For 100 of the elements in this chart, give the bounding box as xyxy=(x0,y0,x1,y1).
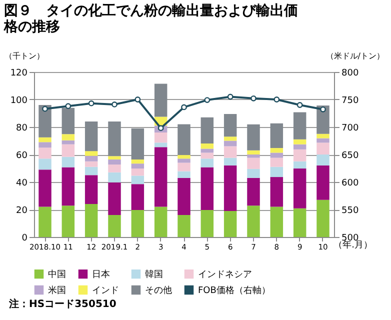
bar xyxy=(178,124,190,156)
y2-tick-label: 550 xyxy=(342,206,359,216)
bar xyxy=(270,123,284,148)
bar xyxy=(84,122,98,152)
point xyxy=(112,102,118,108)
bar xyxy=(200,117,214,144)
y2-axis-title: （米ドル/トン） xyxy=(326,52,384,60)
bar xyxy=(200,167,214,210)
bar xyxy=(247,168,260,178)
bar xyxy=(247,150,260,154)
y-tick-label: 100 xyxy=(10,96,28,106)
bar xyxy=(247,158,260,169)
bar xyxy=(270,152,284,158)
bar xyxy=(84,156,98,162)
bar xyxy=(131,210,144,237)
bar xyxy=(293,144,306,150)
legend-label: 米国 xyxy=(48,285,66,296)
bar xyxy=(316,154,330,166)
bar xyxy=(108,215,121,237)
bar xyxy=(200,210,214,237)
x-axis-title: （年.月） xyxy=(334,240,372,250)
bar xyxy=(316,166,330,200)
bar xyxy=(270,166,284,178)
y2-tick-label: 600 xyxy=(342,178,359,188)
legend-label: FOB価格（右軸） xyxy=(198,285,270,296)
bar xyxy=(62,140,75,144)
point xyxy=(134,96,141,102)
legend-label: 中国 xyxy=(48,269,66,280)
y-tick-label: 120 xyxy=(10,68,28,78)
y-tick-label: 0 xyxy=(22,234,28,244)
bar xyxy=(178,162,190,172)
point xyxy=(88,100,94,106)
legend-label: インドネシア xyxy=(198,270,252,280)
bar xyxy=(270,177,284,207)
bar xyxy=(247,206,260,237)
bar xyxy=(316,200,330,237)
bar xyxy=(84,166,98,176)
point xyxy=(42,106,48,112)
bar xyxy=(224,146,237,158)
bar xyxy=(154,84,168,117)
bar xyxy=(293,139,306,144)
bar xyxy=(200,158,214,168)
bar xyxy=(270,148,284,153)
bar xyxy=(38,148,52,159)
bar xyxy=(200,144,214,149)
point xyxy=(181,104,187,110)
bar xyxy=(178,178,190,215)
bar xyxy=(154,206,168,237)
bar xyxy=(131,164,144,169)
y-tick-label: 80 xyxy=(16,124,28,134)
bar xyxy=(224,140,237,146)
bar xyxy=(108,122,121,156)
bar xyxy=(62,144,75,157)
y-tick-label: 40 xyxy=(16,178,28,188)
bar xyxy=(84,175,98,204)
bar xyxy=(316,106,330,134)
bar xyxy=(224,136,237,141)
bar xyxy=(224,158,237,166)
bar xyxy=(62,206,75,237)
bar xyxy=(62,134,75,140)
bar xyxy=(131,176,144,184)
legend-label: 韓国 xyxy=(145,269,163,280)
bar xyxy=(108,159,121,165)
bar xyxy=(178,171,190,178)
bar xyxy=(200,148,214,153)
point xyxy=(320,106,326,112)
bar xyxy=(62,108,75,134)
bar xyxy=(293,149,306,162)
bar xyxy=(178,158,190,163)
bar xyxy=(224,114,237,137)
bar xyxy=(316,138,330,143)
y-axis-title: （千トン） xyxy=(4,52,44,60)
bar xyxy=(131,184,144,210)
bar xyxy=(293,168,306,208)
point xyxy=(250,95,256,102)
point xyxy=(296,102,303,108)
point xyxy=(274,96,280,102)
bar xyxy=(62,167,75,206)
bar xyxy=(38,206,52,237)
bar xyxy=(316,134,330,138)
point xyxy=(227,94,234,100)
text: 注：HSコード350510 xyxy=(8,298,116,310)
bar xyxy=(131,159,144,164)
bar xyxy=(270,206,284,237)
bar xyxy=(154,147,168,207)
bar xyxy=(224,211,237,237)
bar xyxy=(38,105,52,138)
bar xyxy=(108,172,121,182)
y-tick-label: 60 xyxy=(16,151,28,161)
bar xyxy=(62,156,75,168)
bar xyxy=(84,151,98,156)
bar xyxy=(38,142,52,148)
bar xyxy=(293,161,306,169)
bar xyxy=(316,142,330,154)
bar xyxy=(38,137,52,142)
bar xyxy=(293,208,306,237)
point xyxy=(204,97,210,103)
bar xyxy=(270,158,284,167)
bar xyxy=(178,215,190,237)
bar xyxy=(108,182,121,215)
